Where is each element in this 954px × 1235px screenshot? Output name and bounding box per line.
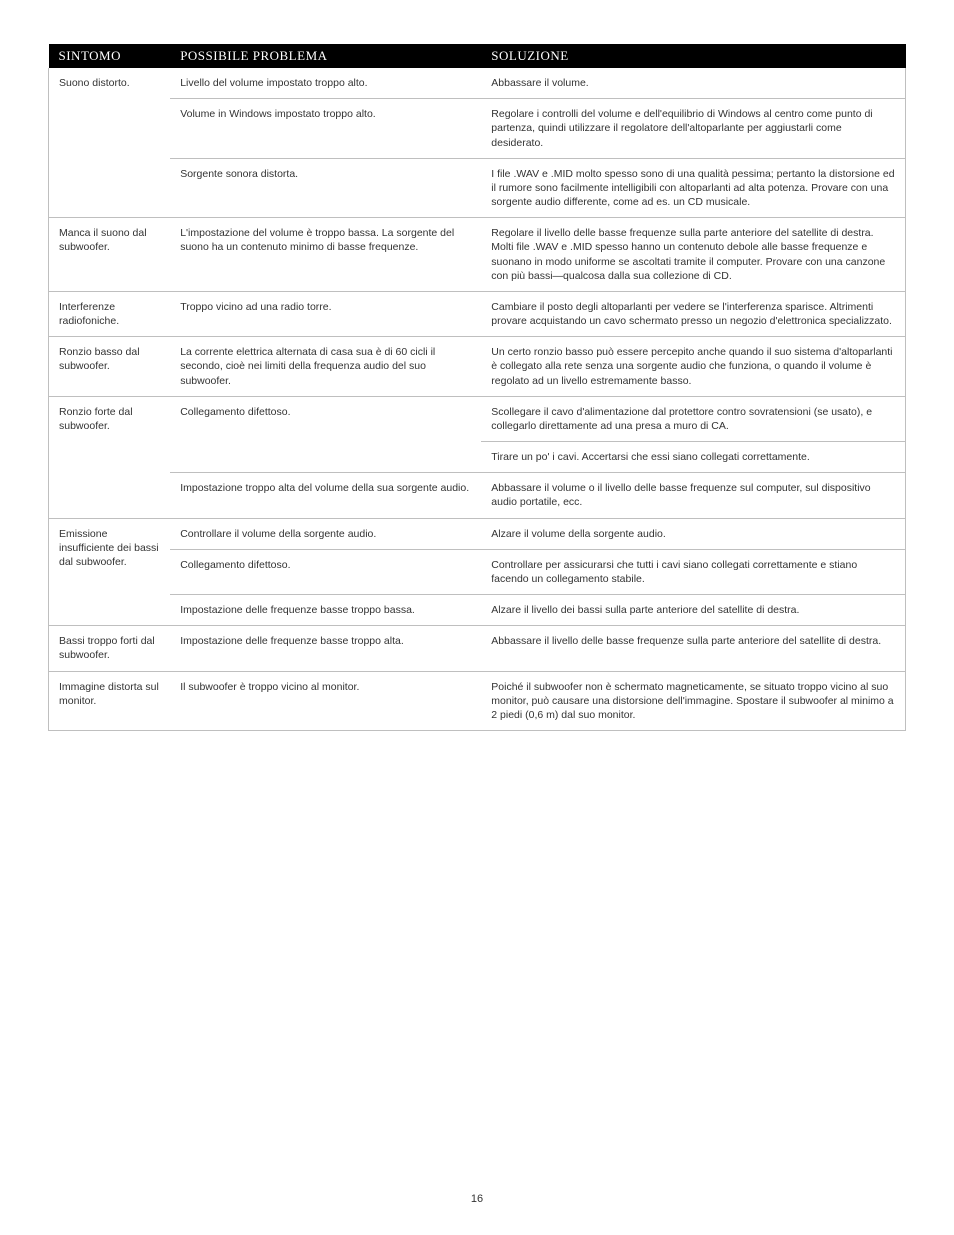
cell-solution: I file .WAV e .MID molto spesso sono di …	[481, 158, 905, 218]
cell-symptom: Ronzio forte dal subwoofer.	[49, 396, 171, 518]
cell-problem: Troppo vicino ad una radio torre.	[170, 291, 481, 336]
cell-problem: Impostazione troppo alta del volume dell…	[170, 473, 481, 518]
cell-solution: Regolare i controlli del volume e dell'e…	[481, 99, 905, 159]
cell-symptom: Immagine distorta sul monitor.	[49, 671, 171, 731]
cell-solution: Scollegare il cavo d'alimentazione dal p…	[481, 396, 905, 441]
cell-problem: Collegamento difettoso.	[170, 396, 481, 473]
cell-problem: L'impostazione del volume è troppo bassa…	[170, 218, 481, 292]
cell-problem: Volume in Windows impostato troppo alto.	[170, 99, 481, 159]
table-row: Interferenze radiofoniche.Troppo vicino …	[49, 291, 906, 336]
cell-problem: Collegamento difettoso.	[170, 549, 481, 594]
table-row: Bassi troppo forti dal subwoofer.Imposta…	[49, 626, 906, 671]
table-row: Emissione insufficiente dei bassi dal su…	[49, 518, 906, 549]
table-row: Immagine distorta sul monitor.Il subwoof…	[49, 671, 906, 731]
cell-problem: Sorgente sonora distorta.	[170, 158, 481, 218]
cell-solution: Cambiare il posto degli altoparlanti per…	[481, 291, 905, 336]
header-solution: SOLUZIONE	[481, 44, 905, 68]
cell-symptom: Interferenze radiofoniche.	[49, 291, 171, 336]
cell-solution: Tirare un po' i cavi. Accertarsi che ess…	[481, 442, 905, 473]
table-row: Sorgente sonora distorta.I file .WAV e .…	[49, 158, 906, 218]
cell-problem: Controllare il volume della sorgente aud…	[170, 518, 481, 549]
cell-solution: Regolare il livello delle basse frequenz…	[481, 218, 905, 292]
cell-solution: Poiché il subwoofer non è schermato magn…	[481, 671, 905, 731]
table-row: Suono distorto.Livello del volume impost…	[49, 68, 906, 99]
table-row: Ronzio forte dal subwoofer.Collegamento …	[49, 396, 906, 441]
table-row: Volume in Windows impostato troppo alto.…	[49, 99, 906, 159]
cell-symptom: Emissione insufficiente dei bassi dal su…	[49, 518, 171, 626]
cell-solution: Controllare per assicurarsi che tutti i …	[481, 549, 905, 594]
cell-symptom: Suono distorto.	[49, 68, 171, 218]
troubleshooting-table: SINTOMO POSSIBILE PROBLEMA SOLUZIONE Suo…	[48, 44, 906, 731]
cell-symptom: Ronzio basso dal subwoofer.	[49, 337, 171, 397]
cell-problem: Livello del volume impostato troppo alto…	[170, 68, 481, 99]
cell-problem: La corrente elettrica alternata di casa …	[170, 337, 481, 397]
cell-symptom: Manca il suono dal subwoofer.	[49, 218, 171, 292]
cell-solution: Alzare il livello dei bassi sulla parte …	[481, 595, 905, 626]
cell-solution: Alzare il volume della sorgente audio.	[481, 518, 905, 549]
cell-solution: Abbassare il livello delle basse frequen…	[481, 626, 905, 671]
table-row: Manca il suono dal subwoofer.L'impostazi…	[49, 218, 906, 292]
cell-solution: Abbassare il volume o il livello delle b…	[481, 473, 905, 518]
cell-solution: Abbassare il volume.	[481, 68, 905, 99]
header-problem: POSSIBILE PROBLEMA	[170, 44, 481, 68]
cell-problem: Impostazione delle frequenze basse tropp…	[170, 626, 481, 671]
cell-problem: Impostazione delle frequenze basse tropp…	[170, 595, 481, 626]
table-row: Collegamento difettoso.Controllare per a…	[49, 549, 906, 594]
table-row: Impostazione delle frequenze basse tropp…	[49, 595, 906, 626]
table-header-row: SINTOMO POSSIBILE PROBLEMA SOLUZIONE	[49, 44, 906, 68]
cell-solution: Un certo ronzio basso può essere percepi…	[481, 337, 905, 397]
table-row: Ronzio basso dal subwoofer.La corrente e…	[49, 337, 906, 397]
header-symptom: SINTOMO	[49, 44, 171, 68]
cell-symptom: Bassi troppo forti dal subwoofer.	[49, 626, 171, 671]
page-number: 16	[0, 1193, 954, 1205]
cell-problem: Il subwoofer è troppo vicino al monitor.	[170, 671, 481, 731]
table-row: Impostazione troppo alta del volume dell…	[49, 473, 906, 518]
